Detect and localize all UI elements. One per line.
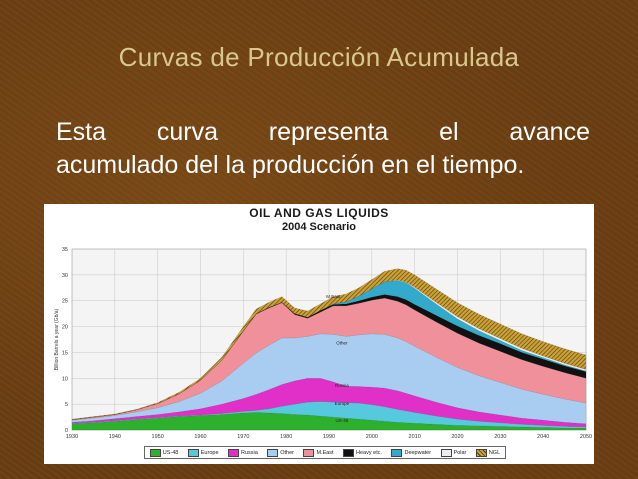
region-label: Russia [335, 383, 349, 388]
y-tick-label: 20 [62, 325, 68, 331]
legend-item: Polar [440, 448, 467, 457]
legend-item: NGL [475, 448, 501, 457]
y-tick-label: 15 [62, 350, 68, 356]
x-tick-label: 1950 [152, 434, 164, 440]
legend-swatch [475, 448, 487, 457]
legend-label: NGL [488, 449, 501, 456]
legend-label: Other [280, 449, 294, 456]
legend-swatch [149, 448, 161, 457]
x-tick-label: 1930 [66, 434, 78, 440]
series-area-ngl [71, 268, 587, 420]
chart-subtitle: 2004 Scenario [282, 221, 356, 233]
legend-swatch [440, 448, 452, 457]
y-tick-label: 25 [62, 299, 68, 305]
y-tick-label: 5 [65, 402, 68, 408]
x-tick-label: 2050 [580, 434, 592, 440]
slide-title: Curvas de Producción Acumulada [118, 42, 520, 72]
chart-title: OIL AND GAS LIQUIDS [249, 206, 389, 220]
body-line-2: acumulado del la producción en el tiempo… [56, 151, 525, 179]
legend-item: Deepwater [391, 448, 432, 457]
x-tick-label: 1960 [194, 434, 206, 440]
legend-item: Heavy etc. [343, 448, 383, 457]
region-label: Europe [335, 401, 350, 406]
body-line-1: Esta curva representa el avance [56, 118, 590, 146]
legend-item: Russia [227, 448, 258, 457]
legend-label: US-48 [162, 449, 179, 456]
legend-label: Russia [240, 449, 258, 456]
chart-legend: US-48 Europe Russia Other M.East Heavy etc. De… [144, 446, 506, 459]
legend-label: Polar [453, 449, 467, 456]
legend-label: Heavy etc. [356, 449, 383, 456]
x-tick-label: 1970 [237, 434, 249, 440]
y-tick-label: 35 [62, 247, 68, 253]
chart-panel: OIL AND GAS LIQUIDS 2004 Scenario 0 5 10 15… [44, 204, 594, 464]
y-tick-label: 0 [65, 428, 68, 434]
x-tick-label: 1980 [280, 434, 292, 440]
legend-swatch [187, 448, 199, 457]
x-tick-label: 1990 [323, 434, 335, 440]
legend-item: M.East [303, 448, 334, 457]
region-label: M.East [326, 294, 341, 299]
legend-item: US-48 [149, 448, 179, 457]
legend-label: Europe [200, 449, 219, 456]
legend-swatch [227, 448, 239, 457]
x-tick-label: 2010 [409, 434, 421, 440]
x-tick-label: 2020 [451, 434, 463, 440]
legend-label: M.East [316, 449, 334, 456]
series-area-other [71, 333, 587, 424]
x-tick-label: 2040 [537, 434, 549, 440]
x-tick-label: 2030 [494, 434, 506, 440]
y-tick-label: 30 [62, 273, 68, 279]
region-label: Other [336, 341, 348, 346]
legend-swatch [303, 448, 315, 457]
legend-swatch [267, 448, 279, 457]
slide-body-text: Esta curva representa el avance acumulad… [56, 116, 590, 182]
region-label: US-48 [335, 418, 348, 423]
x-tick-label: 2000 [366, 434, 378, 440]
legend-label: Deepwater [404, 449, 432, 456]
x-tick-label: 1940 [109, 434, 121, 440]
legend-item: Other [267, 448, 294, 457]
chart-svg: 0 5 10 15 20 25 30 35 1930 1940 1950 1960 1970 1980 19… [54, 247, 592, 440]
legend-swatch [391, 448, 403, 457]
legend-item: Europe [187, 448, 219, 457]
legend-swatch [343, 448, 355, 457]
y-axis-label: Billion Barrels a year (Gb/a) [54, 308, 60, 370]
y-tick-label: 10 [62, 376, 68, 382]
